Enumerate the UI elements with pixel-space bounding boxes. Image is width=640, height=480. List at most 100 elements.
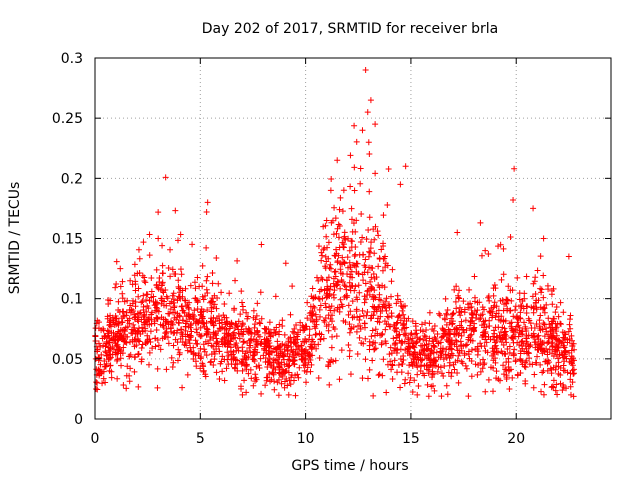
data-point [535, 336, 542, 343]
data-point [311, 304, 318, 311]
data-point [527, 341, 534, 348]
data-point [266, 329, 273, 336]
data-point [243, 309, 250, 316]
data-point [496, 332, 503, 339]
y-tick-label: 0.15 [52, 232, 83, 248]
data-point [232, 277, 239, 284]
data-point [326, 303, 333, 310]
data-point [201, 348, 208, 355]
data-point [354, 260, 361, 267]
data-point [557, 321, 564, 328]
data-point [456, 287, 463, 294]
data-point [526, 355, 533, 362]
data-point [136, 270, 143, 277]
data-point [540, 272, 547, 279]
data-point [349, 298, 356, 305]
data-point [323, 233, 330, 240]
data-point [533, 304, 540, 311]
data-point [549, 343, 556, 350]
data-point [146, 317, 153, 324]
data-point [346, 279, 353, 286]
data-point [554, 347, 561, 354]
data-point [369, 303, 376, 310]
data-point [301, 348, 308, 355]
data-point [367, 97, 374, 104]
data-point [560, 309, 567, 316]
data-point [529, 293, 536, 300]
data-point [476, 299, 483, 306]
data-point [500, 371, 507, 378]
data-point [357, 238, 364, 245]
data-point [231, 354, 238, 361]
data-point [534, 267, 541, 274]
data-point [155, 235, 162, 242]
data-point [252, 371, 259, 378]
data-point [221, 334, 228, 341]
data-point [381, 255, 388, 262]
data-point [452, 359, 459, 366]
data-point [213, 305, 220, 312]
data-point [239, 391, 246, 398]
data-point [340, 187, 347, 194]
data-point [143, 297, 150, 304]
data-point [339, 239, 346, 246]
data-point [510, 196, 517, 203]
data-point [477, 340, 484, 347]
data-point [412, 340, 419, 347]
data-point [279, 322, 286, 329]
data-point [456, 350, 463, 357]
data-point [552, 325, 559, 332]
data-point [440, 373, 447, 380]
data-point [348, 268, 355, 275]
data-point [330, 324, 337, 331]
data-point [418, 357, 425, 364]
data-point [459, 360, 466, 367]
data-point [139, 341, 146, 348]
data-point [497, 329, 504, 336]
data-point [279, 317, 286, 324]
data-point [431, 357, 438, 364]
data-point [449, 310, 456, 317]
data-point [397, 181, 404, 188]
data-point [163, 366, 170, 373]
data-point [139, 324, 146, 331]
data-point [362, 280, 369, 287]
data-point [379, 372, 386, 379]
data-point [366, 248, 373, 255]
data-point [438, 393, 445, 400]
data-point [256, 333, 263, 340]
data-point [175, 319, 182, 326]
data-point [183, 342, 190, 349]
data-point [177, 266, 184, 273]
data-point [561, 330, 568, 337]
data-point [203, 352, 210, 359]
y-tick-label: 0.25 [52, 111, 83, 127]
data-point [381, 284, 388, 291]
data-point [550, 377, 557, 384]
data-point [121, 327, 128, 334]
data-point [130, 321, 137, 328]
data-point [347, 264, 354, 271]
data-point [118, 332, 125, 339]
data-point [204, 307, 211, 314]
data-point [163, 302, 170, 309]
data-point [405, 335, 412, 341]
data-point [369, 265, 376, 272]
data-point [332, 357, 339, 364]
data-point [309, 312, 316, 319]
data-point [385, 314, 392, 321]
data-point [530, 384, 537, 391]
data-point [361, 299, 368, 306]
data-point [216, 375, 223, 382]
data-point [437, 364, 444, 371]
data-point [107, 312, 114, 319]
data-point [393, 300, 400, 307]
y-tick-label: 0.05 [52, 352, 83, 368]
data-point [512, 358, 519, 365]
data-point [468, 358, 475, 365]
data-point [250, 349, 257, 356]
data-point [228, 351, 235, 358]
data-point [417, 335, 424, 342]
data-point [281, 331, 288, 338]
